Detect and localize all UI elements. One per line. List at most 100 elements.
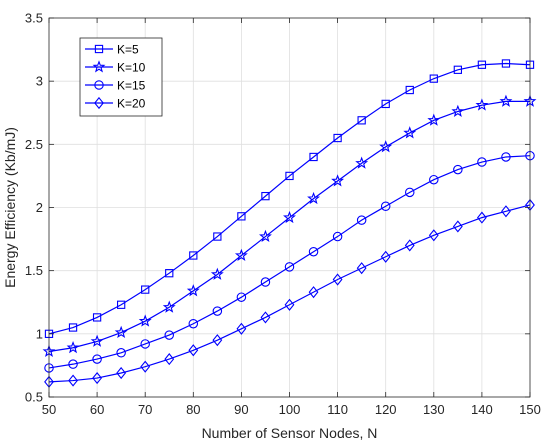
data-point-square bbox=[429, 74, 438, 83]
data-point-diamond bbox=[284, 298, 295, 311]
series-layer bbox=[42, 59, 537, 388]
data-point-diamond bbox=[404, 239, 415, 252]
data-point-circle bbox=[68, 359, 78, 369]
data-point-star bbox=[138, 314, 152, 327]
data-point-circle bbox=[116, 348, 126, 358]
data-point-diamond bbox=[236, 322, 247, 335]
x-tick-label: 110 bbox=[327, 402, 348, 417]
data-point-square bbox=[357, 116, 366, 125]
legend-entry: K=10 bbox=[85, 60, 146, 75]
y-tick-label: 0.5 bbox=[25, 390, 43, 405]
legend-label: K=15 bbox=[117, 79, 146, 93]
data-point-diamond bbox=[428, 229, 439, 242]
data-point-diamond bbox=[501, 205, 511, 218]
data-point-diamond bbox=[188, 344, 199, 357]
legend-label: K=10 bbox=[117, 61, 146, 75]
x-tick-label: 140 bbox=[471, 402, 493, 417]
data-point-square bbox=[237, 212, 246, 221]
data-point-circle bbox=[260, 277, 271, 287]
legend-marker-star bbox=[92, 60, 106, 73]
data-point-square bbox=[453, 65, 462, 74]
data-point-star bbox=[90, 334, 104, 347]
data-point-star bbox=[451, 104, 465, 117]
data-point-square bbox=[381, 99, 390, 109]
data-point-square bbox=[309, 152, 318, 162]
x-tick-label: 60 bbox=[90, 402, 104, 417]
data-point-star bbox=[427, 113, 441, 126]
data-point-star bbox=[475, 98, 489, 111]
series-line bbox=[48, 204, 531, 383]
data-point-star bbox=[355, 156, 369, 169]
data-point-diamond bbox=[68, 374, 78, 387]
x-axis-label: Number of Sensor Nodes, N bbox=[202, 425, 378, 441]
x-tick-label: 100 bbox=[279, 402, 301, 417]
data-point-circle bbox=[501, 152, 511, 162]
x-tick-label: 150 bbox=[519, 402, 541, 417]
data-point-circle bbox=[164, 330, 175, 340]
legend-entry: K=15 bbox=[85, 79, 146, 93]
data-point-diamond bbox=[476, 211, 487, 224]
data-point-circle bbox=[429, 174, 439, 185]
x-tick-label: 130 bbox=[423, 402, 445, 417]
x-tick-label: 50 bbox=[42, 402, 56, 417]
legend-marker-circle bbox=[94, 80, 104, 90]
data-point-square bbox=[213, 232, 222, 241]
data-point-circle bbox=[453, 164, 463, 175]
data-point-diamond bbox=[308, 286, 319, 299]
data-point-diamond bbox=[212, 334, 223, 347]
data-point-circle bbox=[356, 215, 367, 225]
y-tick-label: 2 bbox=[36, 200, 43, 215]
data-point-circle bbox=[140, 339, 150, 349]
data-point-star bbox=[283, 210, 296, 224]
data-point-square bbox=[68, 323, 78, 332]
series-K=20 bbox=[44, 198, 535, 388]
data-point-diamond bbox=[92, 371, 103, 385]
data-point-diamond bbox=[260, 311, 271, 324]
y-tick-label: 1.5 bbox=[25, 263, 43, 278]
data-point-star bbox=[379, 140, 393, 153]
data-point-square bbox=[333, 133, 342, 143]
data-point-circle bbox=[212, 306, 223, 316]
data-point-circle bbox=[236, 292, 247, 302]
data-point-diamond bbox=[164, 353, 175, 366]
data-point-circle bbox=[188, 318, 199, 329]
data-point-star bbox=[210, 267, 224, 280]
data-point-star bbox=[234, 248, 248, 261]
data-point-diamond bbox=[116, 366, 127, 380]
x-tick-label: 120 bbox=[375, 402, 397, 417]
legend-marker-square bbox=[94, 44, 104, 54]
data-point-star bbox=[403, 126, 417, 139]
series-line bbox=[48, 155, 531, 369]
data-point-square bbox=[141, 285, 150, 294]
data-point-star bbox=[186, 284, 200, 297]
data-point-diamond bbox=[356, 262, 367, 275]
series-line bbox=[48, 100, 530, 353]
y-tick-label: 3 bbox=[36, 74, 43, 89]
legend-entry: K=5 bbox=[85, 43, 139, 57]
legend-entry: K=20 bbox=[85, 97, 146, 111]
ticks: 50 60 70 80 90 100 110 120 130 140 150 0.5 1 1.5 2 2.5 3… bbox=[25, 11, 541, 418]
data-point-circle bbox=[404, 187, 415, 198]
data-point-star bbox=[259, 229, 272, 243]
data-point-square bbox=[165, 269, 174, 278]
y-tick-label: 1 bbox=[36, 326, 43, 341]
data-point-circle bbox=[92, 354, 102, 364]
data-point-square bbox=[285, 171, 294, 181]
data-point-star bbox=[162, 300, 176, 313]
legend-label: K=20 bbox=[117, 97, 146, 111]
data-point-circle bbox=[332, 231, 343, 242]
series-K=5 bbox=[44, 59, 535, 338]
data-point-square bbox=[117, 300, 126, 309]
data-point-star bbox=[66, 340, 80, 354]
data-point-square bbox=[92, 313, 102, 322]
data-point-diamond bbox=[140, 360, 151, 373]
data-point-star bbox=[331, 174, 345, 187]
y-tick-label: 3.5 bbox=[25, 11, 43, 26]
x-tick-label: 80 bbox=[186, 402, 200, 417]
legend: K=5 K=10 K=15 K=20 bbox=[79, 37, 163, 117]
data-point-square bbox=[261, 191, 270, 201]
data-point-diamond bbox=[380, 250, 391, 263]
data-point-square bbox=[405, 85, 414, 95]
